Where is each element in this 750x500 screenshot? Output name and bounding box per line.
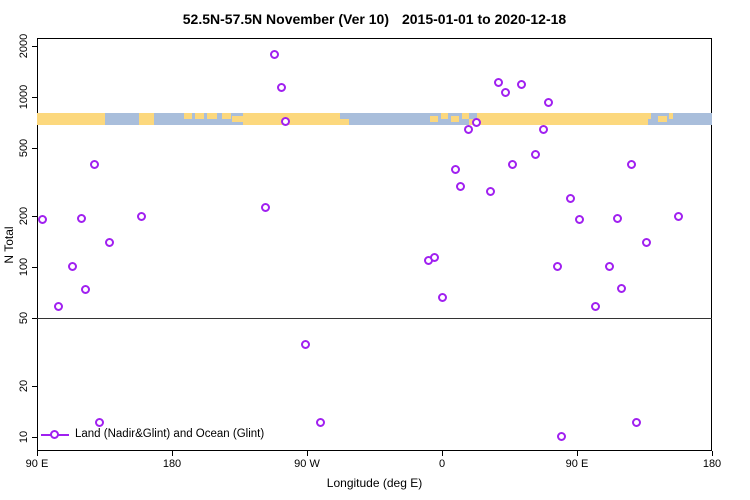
land-patch [451, 116, 459, 122]
x-tick-label: 180 [702, 458, 722, 470]
data-point [76, 213, 86, 223]
data-point [590, 302, 600, 312]
data-point [281, 117, 290, 126]
y-tick [32, 148, 37, 149]
data-point [471, 117, 481, 127]
data-point [276, 82, 286, 92]
data-point [530, 149, 540, 159]
data-point [261, 202, 271, 212]
data-point [626, 159, 636, 169]
data-point [430, 253, 440, 263]
data-point [463, 124, 473, 134]
data-point [269, 49, 279, 59]
data-point [604, 262, 614, 272]
land-patch [440, 113, 448, 119]
data-point [613, 213, 623, 223]
y-tick-label: 200 [18, 206, 30, 226]
x-tick-label: 90 E [25, 458, 49, 470]
land-segment [242, 113, 340, 125]
land-patch [430, 116, 438, 122]
data-point [493, 77, 503, 87]
data-point [501, 88, 511, 98]
x-tick [307, 451, 308, 456]
land-patch [658, 116, 667, 122]
x-tick [712, 451, 713, 456]
y-tick [32, 267, 37, 268]
data-point [538, 125, 548, 135]
plot-area [37, 38, 712, 451]
data-point [455, 182, 465, 192]
chart-title-main: 52.5N-57.5N November (Ver 10) [182, 11, 389, 27]
land-patch [340, 119, 349, 125]
land-segment [476, 113, 648, 125]
chart-title: 52.5N-57.5N November (Ver 10) 2015-01-01 … [37, 11, 712, 27]
y-tick-label: 10 [18, 430, 30, 444]
x-tick [577, 451, 578, 456]
data-point [438, 292, 448, 302]
data-point [617, 284, 627, 294]
legend-label: Land (Nadir&Glint) and Ocean (Glint) [75, 428, 265, 440]
map-band [37, 113, 712, 125]
y-tick-label: 100 [18, 257, 30, 277]
data-point [632, 418, 641, 428]
x-tick-label: 90 E [565, 458, 589, 470]
land-patch [461, 113, 469, 119]
chart-title-dates: 2015-01-01 to 2020-12-18 [401, 11, 567, 27]
data-point [89, 159, 99, 169]
land-patch [232, 116, 243, 122]
data-point [67, 262, 77, 272]
land-segment [37, 113, 105, 125]
legend-marker-icon [50, 430, 59, 439]
data-point [137, 211, 146, 221]
data-point [300, 339, 310, 349]
x-tick-label: 90 W [294, 458, 320, 470]
data-point [315, 418, 325, 428]
data-point [641, 237, 651, 247]
land-patch [206, 113, 217, 119]
y-tick [32, 216, 37, 217]
data-point [674, 211, 683, 221]
land-patch [194, 113, 204, 119]
land-patch [647, 113, 651, 119]
y-tick-label: 2000 [18, 33, 30, 59]
y-tick [32, 318, 37, 319]
y-tick [32, 46, 37, 47]
data-point [557, 431, 567, 441]
data-point [105, 237, 115, 247]
x-tick-label: 180 [162, 458, 182, 470]
data-point [486, 186, 496, 196]
data-point [566, 193, 575, 203]
data-point [574, 214, 584, 224]
y-tick-label: 50 [18, 311, 30, 325]
data-point [81, 285, 91, 295]
data-point [450, 165, 460, 175]
y-tick-label: 20 [18, 379, 30, 393]
data-point [507, 159, 517, 169]
x-axis-title: Longitude (deg E) [326, 476, 423, 490]
x-tick-label: 0 [438, 458, 446, 470]
x-tick [442, 451, 443, 456]
y-tick-label: 1000 [18, 84, 30, 110]
land-patch [668, 113, 673, 119]
land-patch [221, 113, 231, 119]
y-tick [32, 386, 37, 387]
land-segment [139, 113, 154, 125]
y-tick [32, 437, 37, 438]
x-tick [37, 451, 38, 456]
reference-line-50 [37, 318, 712, 319]
x-tick [172, 451, 173, 456]
data-point [544, 98, 554, 108]
data-point [516, 79, 526, 89]
y-tick [32, 97, 37, 98]
data-point [38, 214, 47, 224]
y-axis-title: N Total [2, 226, 16, 264]
data-point [553, 262, 563, 272]
y-tick-label: 500 [18, 138, 30, 158]
data-point [95, 418, 105, 428]
land-patch [184, 113, 192, 119]
data-point [54, 302, 64, 312]
